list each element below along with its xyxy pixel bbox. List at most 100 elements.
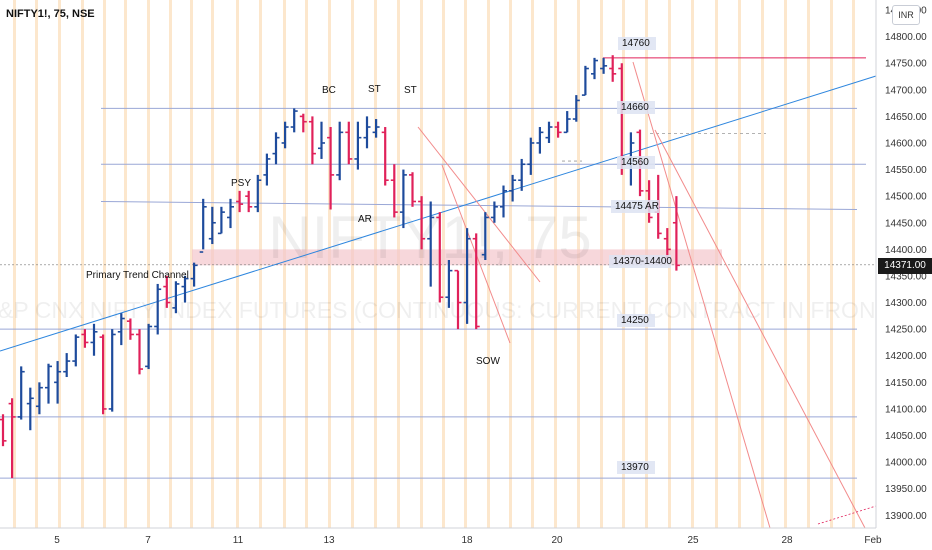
session-band — [147, 0, 150, 528]
ohlc-bar — [481, 212, 489, 260]
level-label-bg — [617, 101, 655, 114]
ohlc-bar — [472, 233, 480, 330]
session-band — [124, 0, 127, 528]
session-band — [13, 0, 16, 528]
x-tick-label: 11 — [233, 535, 244, 546]
ohlc-bar — [427, 201, 435, 287]
ohlc-bar — [663, 228, 671, 260]
y-tick-label: 14700.00 — [885, 85, 927, 96]
y-tick-label: 14550.00 — [885, 165, 927, 176]
x-tick-label: 20 — [551, 535, 563, 546]
ohlc-bar — [581, 65, 589, 96]
y-tick-label: 14100.00 — [885, 404, 927, 415]
label-ar: AR — [358, 214, 372, 225]
ohlc-bar — [17, 366, 25, 420]
ohlc-bar — [372, 119, 380, 138]
level-label-bg — [617, 314, 655, 327]
y-tick-label: 14800.00 — [885, 32, 927, 43]
price-bars — [0, 55, 680, 479]
level-label-13970: 13970 — [621, 462, 649, 473]
session-band — [103, 0, 106, 528]
ohlc-bar — [181, 275, 189, 303]
ohlc-bar — [545, 121, 553, 143]
ohlc-bar — [591, 57, 598, 80]
ohlc-bar — [527, 137, 535, 175]
label-trend: Primary Trend Channel — [86, 270, 189, 281]
dashed-trend — [817, 505, 877, 525]
ohlc-bar — [26, 387, 34, 431]
y-tick-label: 14050.00 — [885, 431, 927, 442]
axis-bg — [876, 0, 932, 550]
supply-zone — [192, 249, 722, 266]
y-tick-label: 13950.00 — [885, 484, 927, 495]
level-label-bg — [609, 255, 671, 268]
label-psy: PSY — [231, 178, 251, 189]
level-line — [100, 200, 858, 210]
y-tick-label: 14400.00 — [885, 245, 927, 256]
level-label-14660: 14660 — [621, 102, 649, 113]
y-tick-label: 14250.00 — [885, 325, 927, 336]
level-label-bg — [617, 156, 655, 169]
ohlc-bar — [336, 121, 344, 181]
session-band — [761, 0, 764, 528]
ohlc-bar — [436, 212, 444, 303]
ohlc-bar — [245, 190, 253, 213]
ohlc-bar — [345, 121, 353, 165]
label-bc: BC — [322, 85, 336, 96]
level-label-14760: 14760 — [622, 38, 650, 49]
annotations: PSY BC ST ST AR SOW Primary Trend Channe… — [86, 37, 672, 474]
time-axis[interactable]: 5 7 11 13 18 20 25 28 Feb — [0, 527, 882, 546]
ohlc-bar — [254, 174, 262, 213]
level-label-zone: 14370-14400 — [613, 256, 672, 267]
ohlc-bar — [145, 323, 153, 370]
channel-line — [632, 61, 771, 529]
ohlc-bar — [454, 269, 462, 330]
ohlc-bar — [8, 398, 16, 479]
ohlc-bar — [500, 185, 507, 218]
ohlc-bar — [409, 172, 416, 207]
ohlc-bar — [199, 198, 207, 253]
channel-line — [417, 126, 541, 283]
ohlc-bar — [263, 153, 271, 186]
ohlc-bar — [154, 283, 162, 335]
ohlc-bar — [0, 414, 7, 447]
ohlc-bar — [108, 329, 116, 412]
symbol-title: NIFTY1!, 75, NSE — [6, 8, 95, 20]
ohlc-bar — [72, 334, 80, 367]
ohlc-bar — [609, 55, 617, 82]
ohlc-bar — [600, 57, 608, 74]
ohlc-bar — [354, 121, 362, 170]
y-tick-label: 14500.00 — [885, 192, 927, 203]
ohlc-bar — [308, 116, 316, 165]
ohlc-bar — [518, 158, 526, 191]
ohlc-bar — [45, 363, 52, 404]
x-tick-label: Feb — [864, 535, 882, 546]
ohlc-bar — [363, 116, 371, 149]
y-tick-label: 14650.00 — [885, 112, 927, 123]
ohlc-bar — [536, 127, 544, 154]
session-band — [852, 0, 855, 528]
session-band — [35, 0, 38, 528]
session-band — [784, 0, 787, 528]
ohlc-bar — [190, 262, 198, 287]
y-tick-label: 14750.00 — [885, 59, 927, 70]
level-label-bg — [617, 461, 655, 474]
x-tick-label: 13 — [323, 535, 335, 546]
ohlc-bar — [227, 198, 234, 229]
label-st2: ST — [404, 85, 417, 96]
ohlc-bar — [490, 201, 498, 223]
x-tick-label: 7 — [145, 535, 151, 546]
ohlc-bar — [563, 111, 571, 134]
ohlc-bar — [117, 313, 125, 346]
ohlc-bar — [554, 121, 562, 138]
primary-trend-line — [0, 75, 877, 352]
ohlc-bar — [572, 95, 580, 122]
x-tick-label: 5 — [54, 535, 60, 546]
price-axis[interactable]: 13900.00 13950.00 14000.00 14050.00 14100.00… — [875, 0, 932, 550]
currency-button[interactable]: INR — [892, 5, 920, 25]
ohlc-bar — [90, 323, 98, 356]
y-tick-label: 14150.00 — [885, 378, 927, 389]
ohlc-bar — [217, 206, 225, 235]
